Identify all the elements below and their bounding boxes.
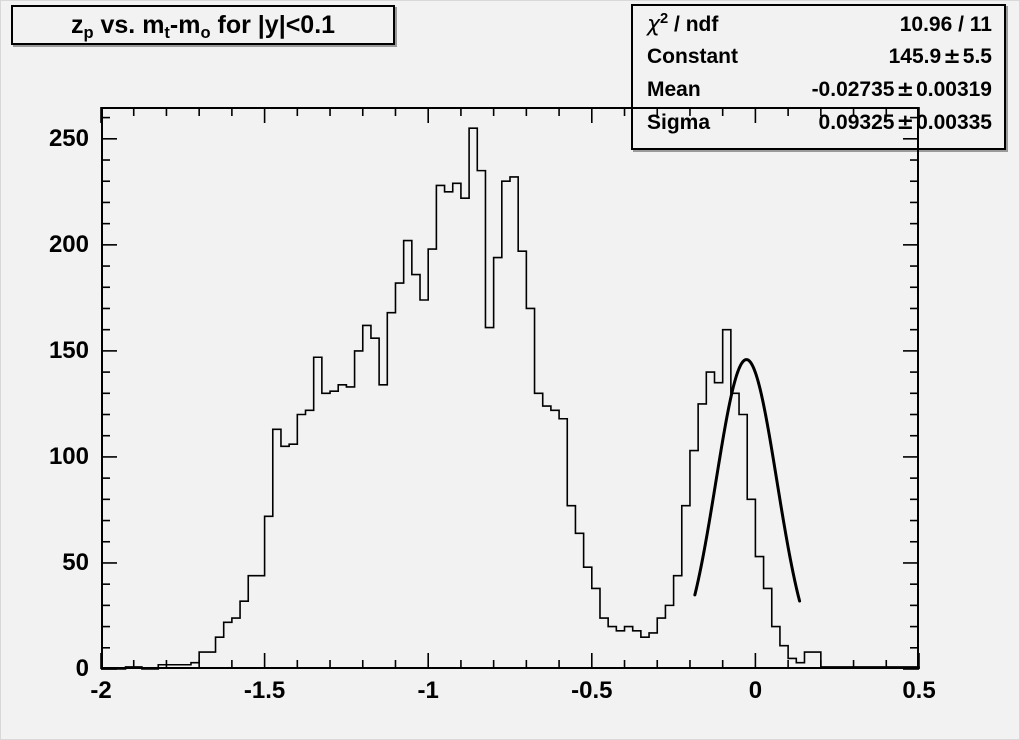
y-tick-label: 50 xyxy=(62,548,89,576)
x-tick-label: -2 xyxy=(90,677,112,704)
mean-error: 0.00319 xyxy=(916,78,992,101)
x-tick-label: -1.5 xyxy=(243,677,286,704)
plot-frame xyxy=(101,107,919,669)
plusminus-icon: ± xyxy=(896,77,915,101)
stats-value-mean: -0.02735±0.00319 xyxy=(812,77,992,102)
x-tick-label: 0 xyxy=(748,677,763,704)
y-tick-label: 0 xyxy=(75,655,89,682)
ndf-label: / ndf xyxy=(668,13,719,36)
chi-symbol: χ xyxy=(647,12,661,37)
constant-value: 145.9 xyxy=(888,45,942,68)
y-tick-label: 200 xyxy=(48,230,89,258)
page-title: zp vs. mt-mo for |y|<0.1 xyxy=(70,10,336,42)
title-sub-t: t xyxy=(164,23,170,42)
title-part-d: for |y|<0.1 xyxy=(210,10,336,39)
chi-exponent: 2 xyxy=(660,11,669,27)
title-part-c: -m xyxy=(169,10,201,39)
plusminus-icon: ± xyxy=(943,44,961,68)
stats-row-chi2: χ2 / ndf 10.96 / 11 xyxy=(647,11,992,44)
stats-row-constant: Constant 145.9±5.5 xyxy=(647,44,992,77)
stats-row-mean: Mean -0.02735±0.00319 xyxy=(647,77,992,110)
x-tick-label: -0.5 xyxy=(571,677,613,704)
x-tick-label: 0.5 xyxy=(902,677,936,704)
y-tick-label: 100 xyxy=(48,442,89,470)
stats-label-constant: Constant xyxy=(647,45,738,68)
plot-title-box: zp vs. mt-mo for |y|<0.1 xyxy=(11,5,395,45)
stats-value-chi2: 10.96 / 11 xyxy=(899,13,992,36)
constant-error: 5.5 xyxy=(962,45,992,68)
title-sub-p: p xyxy=(83,23,94,42)
y-tick-label: 250 xyxy=(48,124,89,152)
stats-label-chi2: χ2 / ndf xyxy=(647,11,718,37)
sigma-error: 0.00335 xyxy=(916,111,992,134)
y-tick-label: 150 xyxy=(48,336,89,364)
title-part-b: vs. m xyxy=(93,10,165,39)
title-part-a: z xyxy=(70,10,84,39)
title-sub-o: o xyxy=(200,23,211,42)
mean-value: -0.02735 xyxy=(811,78,895,101)
stats-value-constant: 145.9±5.5 xyxy=(889,44,992,69)
x-tick-label: -1 xyxy=(417,677,439,704)
stats-label-mean: Mean xyxy=(647,78,701,101)
